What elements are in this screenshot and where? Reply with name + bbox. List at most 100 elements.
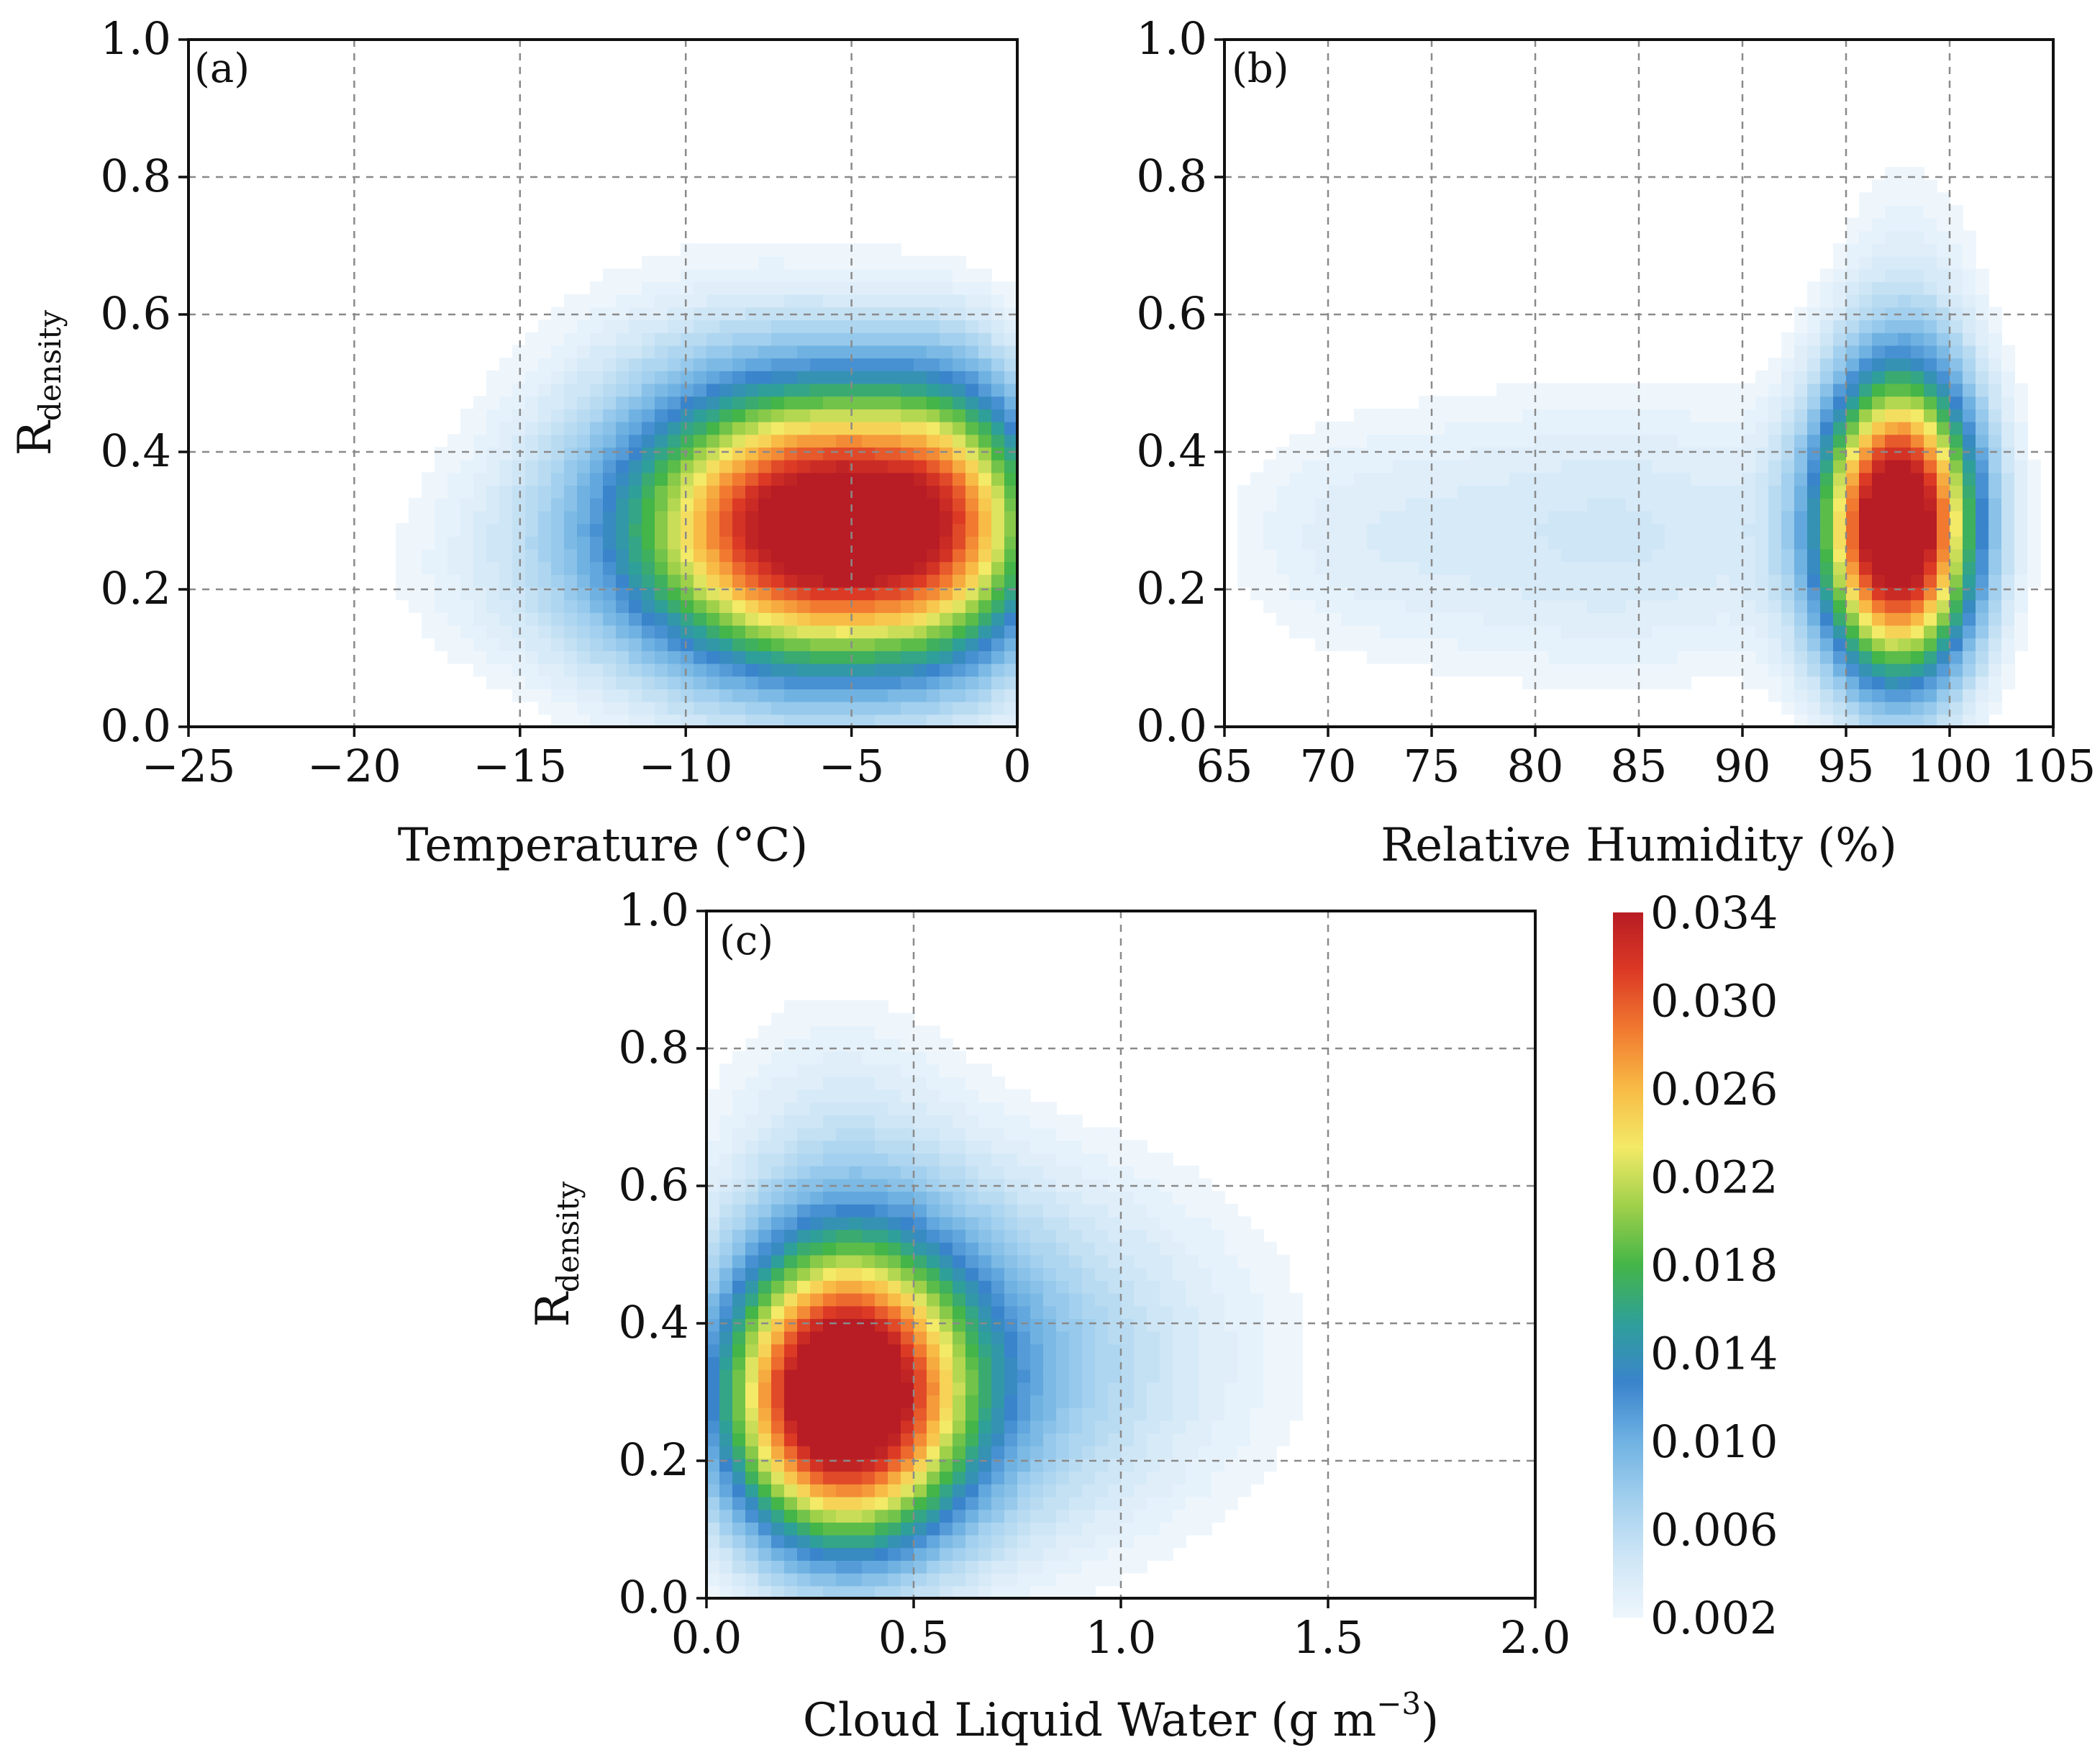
heatmap-cell — [1820, 599, 1834, 613]
heatmap-cell — [1885, 676, 1899, 689]
heatmap-cell — [1030, 1496, 1044, 1510]
heatmap-cell — [1587, 561, 1601, 575]
heatmap-cell — [706, 1483, 720, 1497]
heatmap-cell — [745, 1471, 759, 1485]
heatmap-cell — [616, 294, 629, 308]
heatmap-cell — [1846, 714, 1860, 727]
heatmap-cell — [525, 663, 539, 677]
heatmap-cell — [1587, 638, 1601, 651]
heatmap-cell — [1445, 548, 1458, 563]
heatmap-cell — [901, 370, 914, 384]
x-tick-label: −5 — [819, 740, 884, 792]
heatmap-cell — [901, 1420, 914, 1434]
heatmap-cell — [888, 1585, 901, 1598]
heatmap-cell — [978, 1509, 992, 1523]
heatmap-cell — [940, 523, 953, 537]
heatmap-cell — [991, 1382, 1005, 1396]
heatmap-cell — [745, 1547, 759, 1561]
heatmap-cell — [758, 255, 772, 270]
heatmap-cell — [732, 561, 746, 575]
heatmap-cell — [991, 1229, 1005, 1243]
heatmap-cell — [978, 701, 992, 715]
heatmap-cell — [1988, 319, 2002, 333]
heatmap-cell — [1846, 701, 1860, 715]
heatmap-cell — [745, 676, 759, 689]
heatmap-cell — [927, 1140, 940, 1154]
heatmap-cell — [2014, 421, 2028, 435]
heatmap-cell — [1056, 1356, 1070, 1370]
heatmap-cell — [1276, 497, 1290, 512]
heatmap-cell — [1328, 561, 1342, 575]
heatmap-cell — [978, 459, 992, 473]
heatmap-cell — [1833, 561, 1847, 575]
heatmap-cell — [1768, 663, 1782, 677]
heatmap-cell — [1212, 1279, 1225, 1294]
heatmap-cell — [1393, 612, 1406, 626]
heatmap-cell — [1289, 1305, 1303, 1319]
heatmap-cell — [1600, 548, 1614, 563]
heatmap-cell — [719, 561, 733, 575]
heatmap-cell — [1859, 345, 1873, 359]
heatmap-cell — [1509, 446, 1523, 461]
heatmap-cell — [862, 625, 876, 639]
heatmap-cell — [732, 459, 746, 473]
heatmap-cell — [1924, 548, 1937, 563]
heatmap-cell — [719, 1369, 733, 1383]
heatmap-cell — [1276, 472, 1290, 486]
heatmap-cell — [1561, 408, 1575, 422]
heatmap-cell — [732, 1089, 746, 1103]
heatmap-cell — [1354, 510, 1368, 525]
heatmap-cell — [1147, 1471, 1160, 1485]
heatmap-cell — [1017, 1203, 1031, 1218]
heatmap-cell — [927, 472, 940, 486]
heatmap-cell — [1419, 625, 1432, 639]
heatmap-cell — [1509, 485, 1523, 499]
heatmap-cell — [914, 358, 927, 371]
heatmap-cell — [616, 701, 629, 715]
heatmap-cell — [1924, 497, 1937, 512]
heatmap-cell — [1147, 1267, 1160, 1281]
heatmap-cell — [1030, 1165, 1044, 1179]
heatmap-cell — [1173, 1343, 1186, 1357]
heatmap-cell — [758, 1305, 772, 1319]
heatmap-cell — [2014, 535, 2028, 550]
heatmap-cell — [1781, 535, 1795, 550]
heatmap-cell — [758, 688, 772, 702]
heatmap-cell — [1263, 459, 1277, 473]
heatmap-cell — [642, 319, 655, 333]
heatmap-cell — [784, 446, 798, 461]
heatmap-cell — [1496, 535, 1510, 550]
heatmap-cell — [940, 1216, 953, 1231]
heatmap-cell — [616, 485, 629, 499]
heatmap-cell — [1742, 612, 1756, 626]
heatmap-cell — [668, 421, 681, 435]
heatmap-cell — [2001, 638, 2015, 651]
heatmap-cell — [499, 370, 513, 384]
heatmap-cell — [1522, 650, 1536, 664]
heatmap-cell — [1199, 1521, 1212, 1536]
heatmap-cell — [888, 1318, 901, 1332]
heatmap-cell — [706, 358, 720, 371]
heatmap-cell — [978, 319, 992, 333]
heatmap-cell — [1082, 1445, 1096, 1459]
heatmap-cell — [719, 535, 733, 550]
heatmap-cell — [862, 497, 876, 512]
heatmap-cell — [1212, 1241, 1225, 1256]
heatmap-cell — [1082, 1407, 1096, 1421]
heatmap-cell — [732, 1496, 746, 1510]
heatmap-cell — [836, 1229, 850, 1243]
heatmap-cell — [1911, 319, 1924, 333]
heatmap-cell — [810, 421, 824, 435]
heatmap-cell — [1367, 497, 1381, 512]
heatmap-cell — [758, 561, 772, 575]
heatmap-cell — [940, 688, 953, 702]
heatmap-cell — [784, 1000, 798, 1014]
heatmap-cell — [1924, 370, 1937, 384]
heatmap-cell — [1328, 535, 1342, 550]
heatmap-cell — [719, 1395, 733, 1408]
heatmap-cell — [849, 1496, 863, 1510]
gridlines-b — [1224, 40, 2053, 727]
heatmap-cell — [758, 1203, 772, 1218]
heatmap-cell — [551, 446, 565, 461]
heatmap-cell — [1691, 574, 1704, 588]
